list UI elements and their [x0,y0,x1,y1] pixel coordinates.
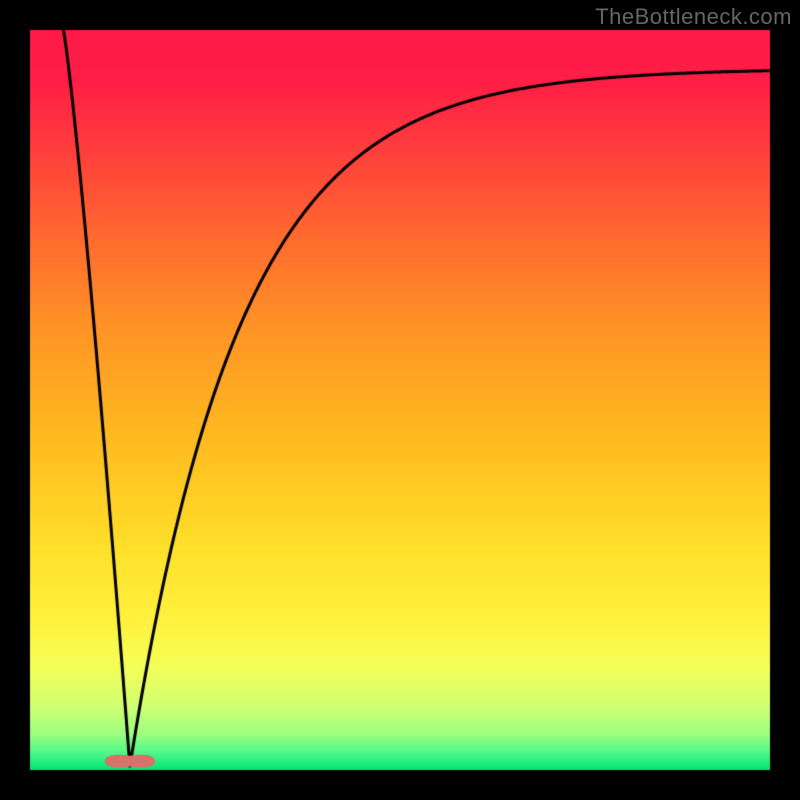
chart-container: TheBottleneck.com [0,0,800,800]
bottleneck-curve-chart [0,0,800,800]
watermark-text: TheBottleneck.com [595,4,792,30]
